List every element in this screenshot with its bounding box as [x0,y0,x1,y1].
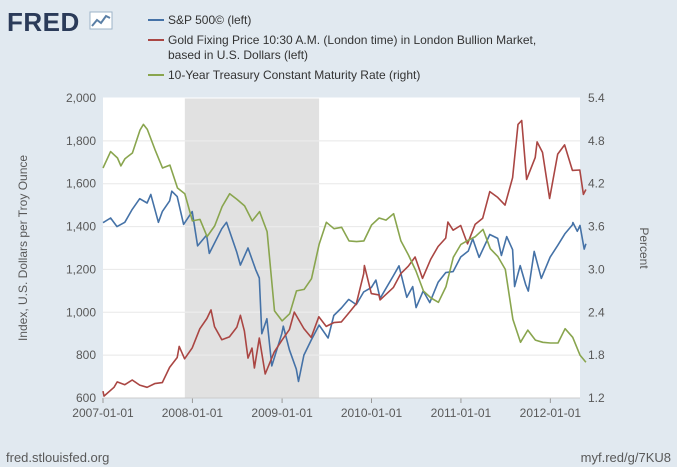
plot-area [103,98,580,398]
right-tick-label: 3.6 [588,220,605,234]
x-tick-label: 2011-01-01 [431,406,492,420]
series-layer [102,119,587,397]
left-tick-label: 1,200 [66,262,96,276]
legend-item-sp500[interactable]: S&P 500© (left) [148,13,251,27]
left-tick-label: 1,600 [66,177,96,191]
axes-layer: 600 800 1,000 1,200 1,400 1,600 1,800 2,000 1.2 1… [66,91,605,420]
series-line-treasury [102,123,587,363]
left-tick-label: 1,000 [66,305,96,319]
right-tick-label: 4.2 [588,177,605,191]
left-tick-label: 2,000 [66,91,96,105]
legend-label-treasury: 10-Year Treasury Constant Maturity Rate … [168,68,420,82]
left-tick-label: 1,800 [66,134,96,148]
legend-label-gold: Gold Fixing Price 10:30 A.M. (London tim… [168,33,536,62]
x-tick-label: 2008-01-01 [162,406,224,420]
right-tick-label: 1.8 [588,348,605,362]
series-line-sp500 [102,190,587,383]
x-tick-label: 2010-01-01 [341,406,403,420]
series-line-gold [102,119,587,397]
fred-logo[interactable]: FRED [7,7,113,37]
chart-legend: S&P 500© (left) Gold Fixing Price 10:30 … [148,13,536,82]
right-tick-label: 5.4 [588,91,605,105]
right-tick-label: 3.0 [588,262,605,276]
fred-logo-graph-icon [89,11,113,30]
legend-label-sp500: S&P 500© (left) [168,13,251,27]
right-tick-label: 4.8 [588,134,605,148]
right-tick-label: 2.4 [588,305,605,319]
legend-item-gold[interactable]: Gold Fixing Price 10:30 A.M. (London tim… [148,33,536,62]
legend-item-treasury[interactable]: 10-Year Treasury Constant Maturity Rate … [148,68,420,82]
x-tick-label: 2012-01-01 [520,406,582,420]
right-tick-label: 1.2 [588,391,605,405]
left-tick-label: 1,400 [66,220,96,234]
left-axis-label: Index, U.S. Dollars per Troy Ounce [16,155,30,341]
x-tick-label: 2009-01-01 [251,406,313,420]
fred-logo-text: FRED [7,7,80,37]
left-tick-label: 800 [76,348,96,362]
short-url[interactable]: myf.red/g/7KU8 [581,450,671,465]
x-tick-label: 2007-01-01 [72,406,134,420]
right-axis-label: Percent [637,227,651,269]
left-tick-label: 600 [76,391,96,405]
source-url[interactable]: fred.stlouisfed.org [6,450,109,465]
